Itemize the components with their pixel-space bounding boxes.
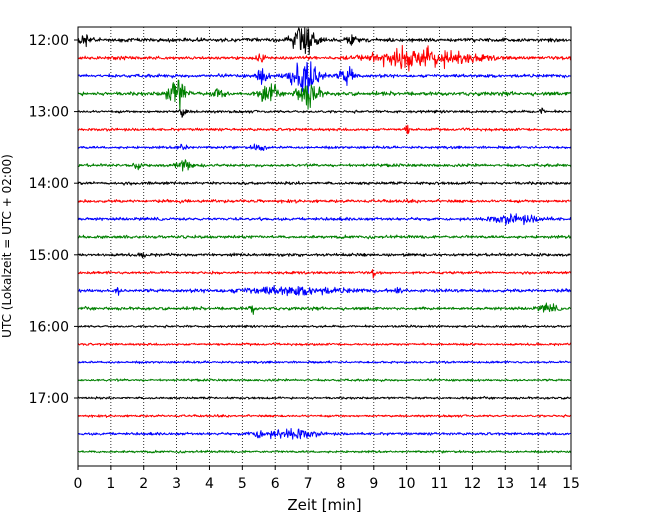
x-tick-label-12: 12 xyxy=(463,476,481,492)
trace-1745 xyxy=(77,449,572,454)
trace-1600 xyxy=(77,324,572,329)
trace-1245 xyxy=(77,79,572,112)
x-tick-label-0: 0 xyxy=(74,476,83,492)
trace-1200 xyxy=(77,27,572,55)
trace-1430 xyxy=(77,213,572,226)
trace-1345 xyxy=(77,159,572,172)
trace-1400 xyxy=(77,180,572,186)
trace-1500 xyxy=(77,252,572,259)
y-axis-ticks: 12:00 13:00 14:00 15:00 16:00 17:00 xyxy=(29,33,78,407)
x-tick-label-9: 9 xyxy=(369,476,378,492)
x-tick-label-13: 13 xyxy=(496,476,514,492)
trace-1545 xyxy=(77,302,572,315)
x-tick-label-6: 6 xyxy=(271,476,280,492)
grid-lines xyxy=(110,27,539,466)
trace-1645 xyxy=(77,378,572,383)
x-tick-label-11: 11 xyxy=(431,476,449,492)
trace-1515 xyxy=(77,269,572,279)
y-tick-label-1500: 15:00 xyxy=(29,248,69,264)
trace-1315 xyxy=(77,124,572,135)
seismic-traces xyxy=(77,27,572,454)
x-tick-label-3: 3 xyxy=(172,476,181,492)
x-tick-label-2: 2 xyxy=(139,476,148,492)
x-axis-label: Zeit [min] xyxy=(287,496,361,514)
trace-1700 xyxy=(77,395,572,400)
x-tick-label-14: 14 xyxy=(529,476,547,492)
x-tick-label-15: 15 xyxy=(562,476,580,492)
trace-1215 xyxy=(77,44,572,72)
x-tick-label-5: 5 xyxy=(238,476,247,492)
x-tick-label-8: 8 xyxy=(336,476,345,492)
x-tick-label-10: 10 xyxy=(398,476,416,492)
trace-1330 xyxy=(77,143,572,151)
y-tick-label-1600: 16:00 xyxy=(29,319,69,335)
trace-1715 xyxy=(77,414,572,418)
trace-1300 xyxy=(77,107,572,118)
trace-1530 xyxy=(77,285,572,297)
y-tick-label-1700: 17:00 xyxy=(29,391,69,407)
x-tick-label-4: 4 xyxy=(205,476,214,492)
trace-1415 xyxy=(77,198,572,204)
x-tick-label-1: 1 xyxy=(106,476,115,492)
x-axis-ticks: 0 1 2 3 4 5 6 7 8 9 10 11 12 13 14 15 xyxy=(74,466,580,492)
trace-1615 xyxy=(77,342,572,347)
x-tick-label-7: 7 xyxy=(304,476,313,492)
y-axis-label: UTC (Lokalzeit = UTC + 02:00) xyxy=(0,154,14,338)
trace-1445 xyxy=(77,234,572,240)
y-tick-label-1300: 13:00 xyxy=(29,105,69,121)
plot-frame xyxy=(77,26,572,467)
trace-1630 xyxy=(77,360,572,365)
trace-1230 xyxy=(77,61,572,100)
y-tick-label-1200: 12:00 xyxy=(29,33,69,49)
y-tick-label-1400: 14:00 xyxy=(29,176,69,192)
trace-1730 xyxy=(77,427,572,440)
